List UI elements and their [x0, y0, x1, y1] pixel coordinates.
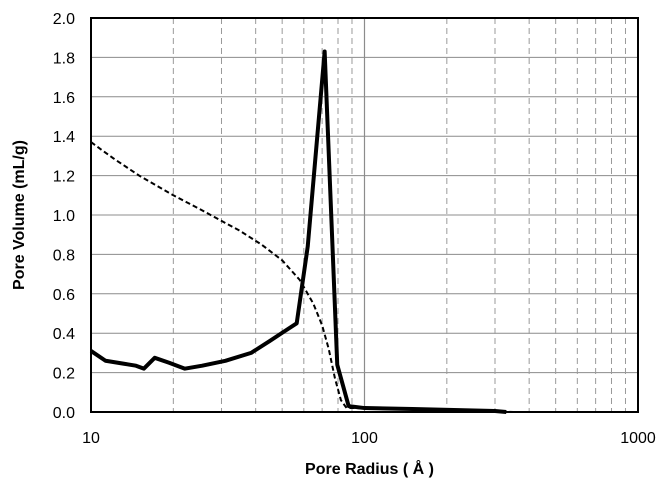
solid-series-line — [89, 49, 507, 414]
y-tick-label: 0.8 — [53, 247, 75, 264]
grid-lines — [91, 17, 638, 413]
x-tick-label: 100 — [351, 430, 378, 447]
x-tick-label: 10 — [82, 430, 100, 447]
x-axis-title: Pore Radius ( Å ) — [305, 459, 434, 478]
y-axis-title: Pore Volume (mL/g) — [11, 140, 28, 290]
x-tick-labels: 10 100 1000 — [82, 430, 656, 447]
data-series — [89, 49, 514, 414]
plot-frame — [90, 17, 639, 413]
y-tick-label: 1.6 — [53, 90, 75, 107]
y-tick-label: 2.0 — [53, 11, 75, 28]
y-tick-label: 0.0 — [53, 405, 75, 422]
y-tick-labels: 0.0 0.2 0.4 0.6 0.8 1.0 1.2 1.4 1.6 1.8 2.0 — [53, 11, 75, 422]
x-tick-label: 1000 — [620, 430, 656, 447]
y-tick-label: 1.0 — [53, 208, 75, 225]
y-tick-label: 1.8 — [53, 50, 75, 67]
y-tick-label: 0.2 — [53, 366, 75, 383]
y-tick-label: 1.2 — [53, 169, 75, 186]
y-tick-label: 1.4 — [53, 129, 75, 146]
dashed-series-line — [90, 141, 514, 413]
y-tick-label: 0.6 — [53, 287, 75, 304]
y-tick-label: 0.4 — [53, 326, 75, 343]
